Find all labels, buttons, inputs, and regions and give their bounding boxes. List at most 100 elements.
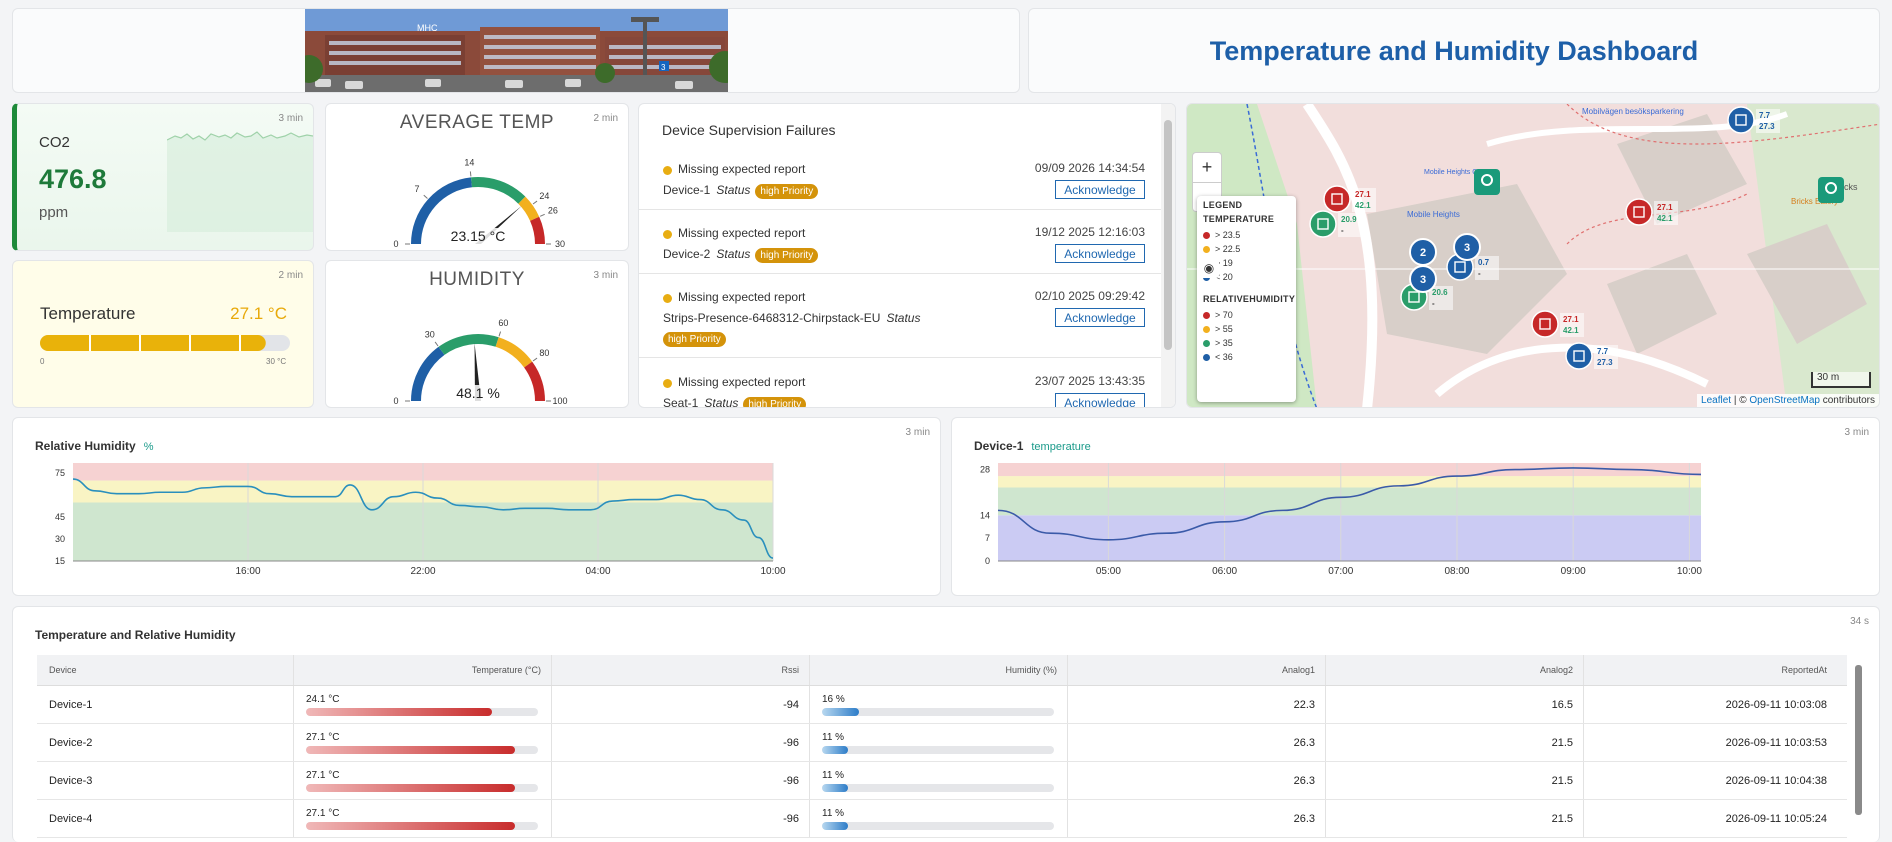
cell-analog2: 21.5	[1325, 800, 1583, 837]
table-header-row: Device Temperature (°C) Rssi Humidity (%…	[37, 655, 1847, 686]
acknowledge-button[interactable]: Acknowledge	[1055, 180, 1145, 199]
gauge-tick	[498, 331, 502, 337]
gauge-tick	[532, 357, 538, 362]
acknowledge-button[interactable]: Acknowledge	[1055, 393, 1145, 407]
map-canvas[interactable]: Mobilvägen besöksparkering Mobile Height…	[1187, 104, 1880, 408]
legend-label: > 23.5	[1215, 230, 1241, 240]
failure-date: 09/09 2026 14:34:54	[1034, 161, 1145, 175]
humidity-card[interactable]: 3 min HUMIDITY 0 30 60 80 100 48.1 %	[325, 260, 629, 408]
relative-humidity-chart[interactable]: 3 min Relative Humidity% 16:00 22:00 04:00…	[12, 417, 941, 596]
map-device-marker[interactable]: 27.1 42.1	[1323, 185, 1376, 213]
map-attribution: Leaflet | © OpenStreetMap contributors	[1697, 394, 1879, 407]
device1-temperature-chart[interactable]: 3 min Device-1 temperature 05:00 06:00 07:0…	[951, 417, 1880, 596]
failures-scrollbar[interactable]	[1161, 104, 1175, 407]
legend-dot-icon	[1203, 231, 1210, 239]
humidity-bar-fill	[822, 707, 860, 716]
cell-rssi: -96	[551, 724, 809, 761]
col-header-humidity[interactable]: Humidity (%)	[809, 655, 1067, 685]
chart-band	[998, 487, 1701, 516]
priority-badge: high Priority	[755, 184, 819, 199]
map-pin-icon[interactable]	[1818, 177, 1844, 203]
marker-humidity: -	[1432, 299, 1435, 308]
col-header-temperature[interactable]: Temperature (°C)	[293, 655, 551, 685]
zoom-in-button[interactable]: +	[1201, 157, 1213, 177]
chart-band	[998, 476, 1701, 488]
map-device-marker[interactable]: 20.9 -	[1309, 210, 1362, 238]
series-line	[72, 478, 774, 559]
cell-analog1: 26.3	[1067, 800, 1325, 837]
legend-item: > 22.5	[1203, 242, 1290, 256]
col-header-analog2[interactable]: Analog2	[1325, 655, 1583, 685]
table-scrollbar[interactable]	[1853, 655, 1863, 815]
map-device-marker[interactable]: 27.1 42.1	[1625, 198, 1678, 226]
map-device-marker[interactable]: 7.7 27.3	[1727, 106, 1780, 134]
x-tick-label: 10:00	[760, 566, 785, 577]
humidity-bar-fill	[822, 783, 848, 792]
map-cluster-marker[interactable]: 3	[1409, 265, 1437, 293]
table-row[interactable]: Device-3 27.1 °C -96 11 % 26.3 21.5 2026-09-11…	[37, 762, 1847, 800]
col-header-reportedat[interactable]: ReportedAt	[1583, 655, 1837, 685]
humidity-value: 11 %	[822, 807, 845, 819]
humidity-title: HUMIDITY	[429, 269, 525, 290]
place-label: Bricks Eatery	[1791, 197, 1838, 206]
table-title: Temperature and Relative Humidity	[35, 628, 236, 642]
scrollbar-thumb[interactable]	[1855, 665, 1862, 815]
gauge-tick	[539, 213, 545, 217]
humidity-bar-fill	[822, 821, 848, 830]
acknowledge-button[interactable]: Acknowledge	[1055, 308, 1145, 327]
table-row[interactable]: Device-2 27.1 °C -96 11 % 26.3 21.5 2026-09-11…	[37, 724, 1847, 762]
scrollbar-thumb[interactable]	[1164, 120, 1172, 350]
y-tick-label: 7	[985, 533, 990, 543]
col-header-device[interactable]: Device	[49, 665, 77, 675]
cell-temperature: 27.1 °C	[293, 724, 551, 761]
cell-analog2: 21.5	[1325, 724, 1583, 761]
legend-item: < 36	[1203, 350, 1290, 364]
acknowledge-button[interactable]: Acknowledge	[1055, 244, 1145, 263]
gauge-tick	[434, 341, 439, 347]
temperature-card[interactable]: 2 min Temperature 27.1 °C 0 30 °C	[12, 260, 314, 408]
rh-chart-age: 3 min	[905, 427, 930, 438]
marker-humidity: 42.1	[1657, 214, 1673, 223]
table-row[interactable]: Device-1 24.1 °C -94 16 % 22.3 16.5 2026-09-11…	[37, 686, 1847, 724]
osm-link[interactable]: OpenStreetMap	[1749, 395, 1820, 406]
rh-chart-canvas: 16:00 22:00 04:00 10:00 15 30 45 75	[55, 463, 786, 577]
map-cluster-marker[interactable]: 3	[1453, 233, 1481, 261]
building-photo: MHC 3	[305, 9, 728, 92]
chart-band	[998, 515, 1701, 561]
cell-humidity: 11 %	[809, 724, 1067, 761]
map-pin-icon[interactable]	[1474, 169, 1500, 195]
supervision-failures-panel[interactable]: Device Supervision Failures Missing expe…	[638, 103, 1176, 408]
col-header-analog1[interactable]: Analog1	[1067, 655, 1325, 685]
temperature-value: 27.1 °C	[306, 807, 340, 819]
locate-me-button[interactable]: ◉	[1199, 258, 1219, 278]
map-cluster-marker[interactable]: 2	[1409, 238, 1437, 266]
marker-temperature: 7.7	[1759, 111, 1771, 120]
temp-humidity-table-panel[interactable]: 34 s Temperature and Relative Humidity D…	[12, 606, 1880, 842]
temperature-max: 30 °C	[266, 357, 287, 366]
legend-label: > 19	[1215, 258, 1233, 268]
failure-status: Status	[716, 247, 751, 261]
map-device-marker[interactable]: 27.1 42.1	[1531, 310, 1584, 338]
average-temp-card[interactable]: 2 min AVERAGE TEMP 0 7 14 24 26 30 23.15 °C	[325, 103, 629, 251]
attribution-text: contributors	[1819, 395, 1875, 406]
marker-humidity: 42.1	[1355, 201, 1371, 210]
cell-reportedat: 2026-09-11 10:05:24	[1583, 800, 1837, 837]
temperature-bar	[306, 783, 538, 792]
marker-temperature: 27.1	[1355, 190, 1371, 199]
gauge-tick-label: 30	[425, 330, 435, 340]
place-label: Mobilvägen besöksparkering	[1582, 107, 1684, 116]
warning-dot-icon	[663, 166, 672, 175]
divider	[639, 273, 1175, 274]
legend-label: > 22.5	[1215, 244, 1241, 254]
map-panel[interactable]: Mobilvägen besöksparkering Mobile Height…	[1186, 103, 1880, 408]
legend-dot-icon	[1203, 245, 1210, 253]
cell-rssi: -94	[551, 686, 809, 723]
legend-label: < 20	[1215, 272, 1233, 282]
col-header-rssi[interactable]: Rssi	[551, 655, 809, 685]
co2-card[interactable]: 3 min CO2 476.8 ppm	[12, 103, 314, 251]
humidity-bar	[822, 783, 1054, 792]
marker-temperature: 7.7	[1597, 347, 1609, 356]
leaflet-link[interactable]: Leaflet	[1701, 395, 1732, 406]
table-row[interactable]: Device-4 27.1 °C -96 11 % 26.3 21.5 2026-09-11…	[37, 800, 1847, 838]
map-device-marker[interactable]: 7.7 27.3	[1565, 342, 1618, 370]
